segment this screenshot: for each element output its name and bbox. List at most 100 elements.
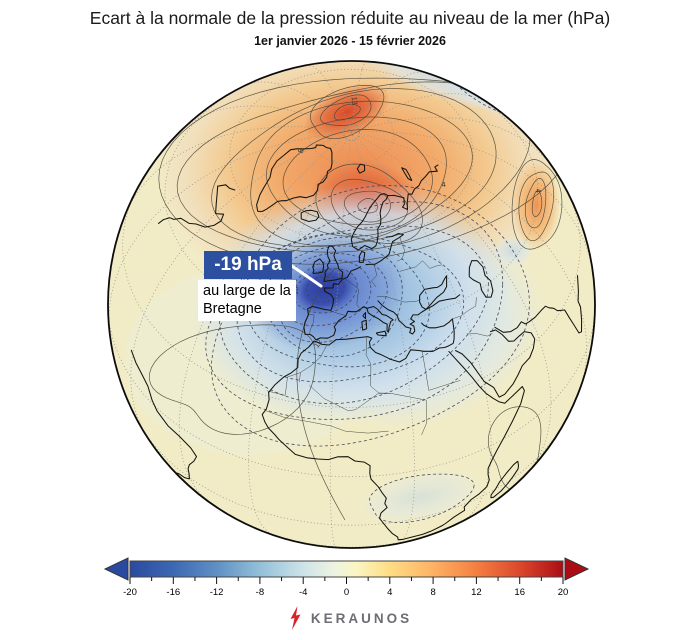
country-border (390, 393, 427, 401)
colorbar-tick-labels: -20 -16 -12 -8 -4 0 4 8 12 16 20 (123, 587, 568, 598)
coastline (420, 318, 455, 344)
positive-contour (333, 103, 361, 121)
annotation-leader-line (290, 264, 323, 288)
lightning-bolt-icon (290, 606, 301, 630)
colorbar-tick-label: 12 (471, 587, 482, 598)
colorbar-bar (129, 560, 564, 578)
country-border (452, 297, 477, 320)
coastline (375, 330, 387, 337)
graticule-meridian (130, 134, 344, 437)
coastline (468, 260, 494, 298)
graticule-parallel (122, 187, 581, 408)
coastline (256, 144, 333, 212)
positive-contour (343, 190, 391, 223)
coastline (157, 184, 236, 228)
country-border (466, 333, 493, 337)
coastline (303, 266, 362, 341)
positive-contour (309, 85, 385, 140)
graticule-meridian (178, 105, 345, 134)
globe-outline (107, 60, 596, 549)
positive-contour (250, 100, 473, 247)
positive-contour (282, 129, 433, 226)
country-border (307, 313, 315, 335)
annotation-value-box: -19 hPa (204, 251, 292, 279)
country-border (266, 372, 301, 396)
contour-label: 13 (350, 96, 360, 105)
coastline (358, 250, 366, 264)
graticule-meridian (356, 137, 492, 522)
coastline (350, 193, 389, 251)
graticule (108, 61, 595, 548)
positive-contour (531, 190, 543, 217)
contour-label: 12 (312, 338, 324, 350)
coastline (490, 460, 520, 499)
contour-label: 4 (441, 180, 447, 190)
positive-contour (148, 324, 316, 435)
annotation-location-box: au large de la Bretagne (198, 280, 296, 321)
country-border (309, 385, 391, 412)
colorbar-tick-label: -20 (123, 587, 137, 598)
colorbar-right-arrow (564, 557, 590, 581)
colorbar-ticks (129, 577, 564, 584)
graticule-meridian (357, 93, 492, 129)
globe-field: 138161244 (108, 61, 595, 548)
graticule-meridian (244, 81, 347, 128)
negative-contour (283, 259, 372, 327)
coastline (356, 163, 366, 174)
country-border (365, 337, 391, 394)
keraunos-wordmark: KERAUNOS (310, 610, 413, 626)
colorbar-left-arrow (103, 557, 129, 581)
country-border (399, 260, 443, 272)
country-border (421, 350, 430, 391)
country-border (266, 410, 389, 434)
graticule-parallel (308, 104, 395, 166)
contour-label: 4 (534, 188, 544, 194)
country-border (330, 310, 346, 316)
graticule-parallel (229, 68, 474, 242)
colorbar-tick-label: -16 (166, 587, 180, 598)
contour-label: 8 (296, 147, 306, 155)
coastline (300, 209, 320, 223)
negative-contour (205, 201, 504, 420)
colorbar-tick-label: -4 (299, 587, 307, 598)
coastline (361, 319, 368, 331)
colorbar-tick-label: -8 (256, 587, 264, 598)
page-title: Ecart à la normale de la pression réduit… (89, 8, 611, 28)
graticule-meridian (353, 138, 415, 545)
coastline (387, 164, 439, 211)
positive-contour (320, 94, 372, 126)
negative-contour (219, 225, 489, 405)
coastline (442, 350, 525, 526)
country-border (299, 345, 327, 383)
colorbar-tick-label: 20 (558, 587, 569, 598)
coastlines (130, 144, 583, 541)
coastline (363, 305, 394, 333)
coastline (312, 258, 325, 274)
negative-contour (369, 473, 475, 523)
positive-contour (266, 116, 447, 237)
coastline (130, 349, 198, 480)
coastline (377, 294, 461, 335)
positive-contour (524, 178, 547, 229)
north-pole-mark (343, 123, 360, 141)
graticule-meridian (359, 131, 594, 272)
country-border (428, 380, 461, 391)
graticule-meridian (248, 137, 349, 537)
colorbar: -20 -16 -12 -8 -4 0 4 8 12 16 20 (103, 557, 590, 598)
page-subtitle: 1er janvier 2026 - 15 février 2026 (254, 34, 446, 48)
graticule-parallel (164, 80, 539, 327)
coastline (454, 329, 536, 398)
country-border (396, 236, 405, 262)
negative-contour (211, 185, 530, 447)
negative-contour (278, 252, 388, 343)
coastline (315, 306, 364, 341)
colorbar-tick-label: 8 (430, 587, 435, 598)
country-border (376, 295, 421, 303)
positive-contour (296, 267, 346, 521)
colorbar-tick-label: 16 (514, 587, 525, 598)
positive-contour (158, 77, 569, 265)
coastline (419, 275, 448, 310)
positive-contour (176, 81, 531, 253)
